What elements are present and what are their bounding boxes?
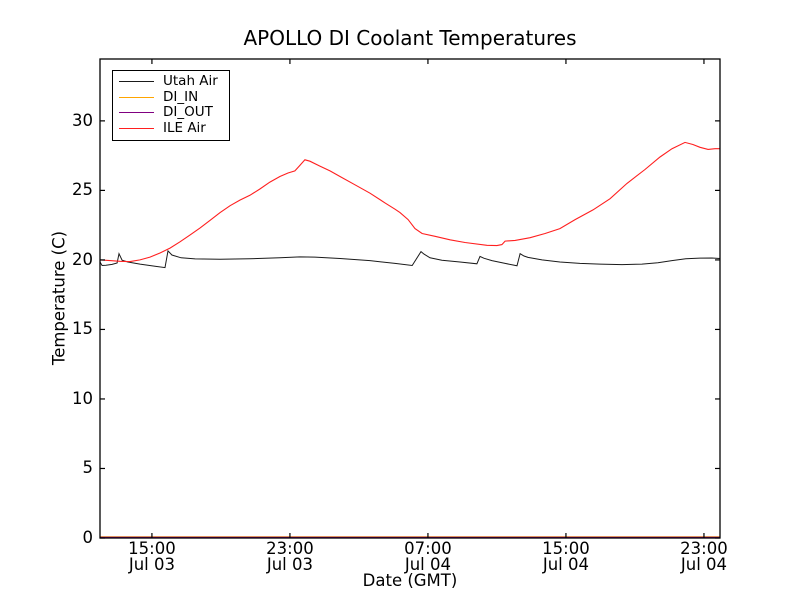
- legend-item-di-in: DI_IN: [113, 90, 229, 106]
- legend-line-icon: [119, 81, 154, 83]
- x-tick-time: 15:00: [542, 539, 590, 558]
- y-tick-label: 20: [72, 249, 93, 269]
- x-tick-label: 23:00 Jul 03: [266, 539, 314, 574]
- legend-item-utah-air: Utah Air: [113, 74, 229, 90]
- x-tick-date: Jul 03: [128, 555, 175, 574]
- legend-item-di-out: DI_OUT: [113, 105, 229, 121]
- legend-label: ILE Air: [163, 119, 206, 136]
- y-tick-label: 30: [72, 110, 93, 130]
- x-tick-date: Jul 04: [542, 555, 590, 574]
- x-tick-date: Jul 04: [404, 555, 452, 574]
- x-tick-label: 07:00 Jul 04: [404, 539, 452, 574]
- x-tick-label: 15:00 Jul 04: [542, 539, 590, 574]
- x-tick-time: 07:00: [404, 539, 452, 558]
- x-tick-date: Jul 03: [266, 555, 313, 574]
- chart-title: APOLLO DI Coolant Temperatures: [243, 26, 577, 50]
- y-tick-label: 15: [72, 319, 93, 339]
- legend-line-icon: [119, 96, 154, 98]
- legend-label: DI_OUT: [163, 104, 213, 121]
- x-tick-label: 23:00 Jul 04: [680, 539, 728, 574]
- x-tick-time: 15:00: [128, 539, 176, 558]
- legend-line-icon: [119, 128, 154, 130]
- y-tick-label: 0: [82, 528, 94, 547]
- x-tick-time: 23:00: [266, 539, 314, 558]
- legend: Utah Air DI_IN DI_OUT ILE Air: [112, 70, 230, 142]
- axes-frame: [99, 58, 721, 539]
- x-tick-date: Jul 04: [680, 555, 728, 574]
- y-tick-label: 25: [72, 180, 93, 200]
- y-tick-label: 10: [72, 388, 93, 408]
- series-line-utah-air: [99, 249, 720, 269]
- legend-line-icon: [119, 112, 154, 114]
- x-axis-label: Date (GMT): [362, 571, 458, 590]
- y-tick-label: 5: [82, 458, 94, 478]
- series-line-ile-air: [99, 141, 720, 263]
- legend-label: Utah Air: [163, 73, 218, 90]
- x-tick-time: 23:00: [680, 539, 728, 558]
- legend-label: DI_IN: [163, 88, 199, 105]
- legend-item-ile-air: ILE Air: [113, 121, 229, 137]
- x-tick-label: 15:00 Jul 03: [128, 539, 176, 574]
